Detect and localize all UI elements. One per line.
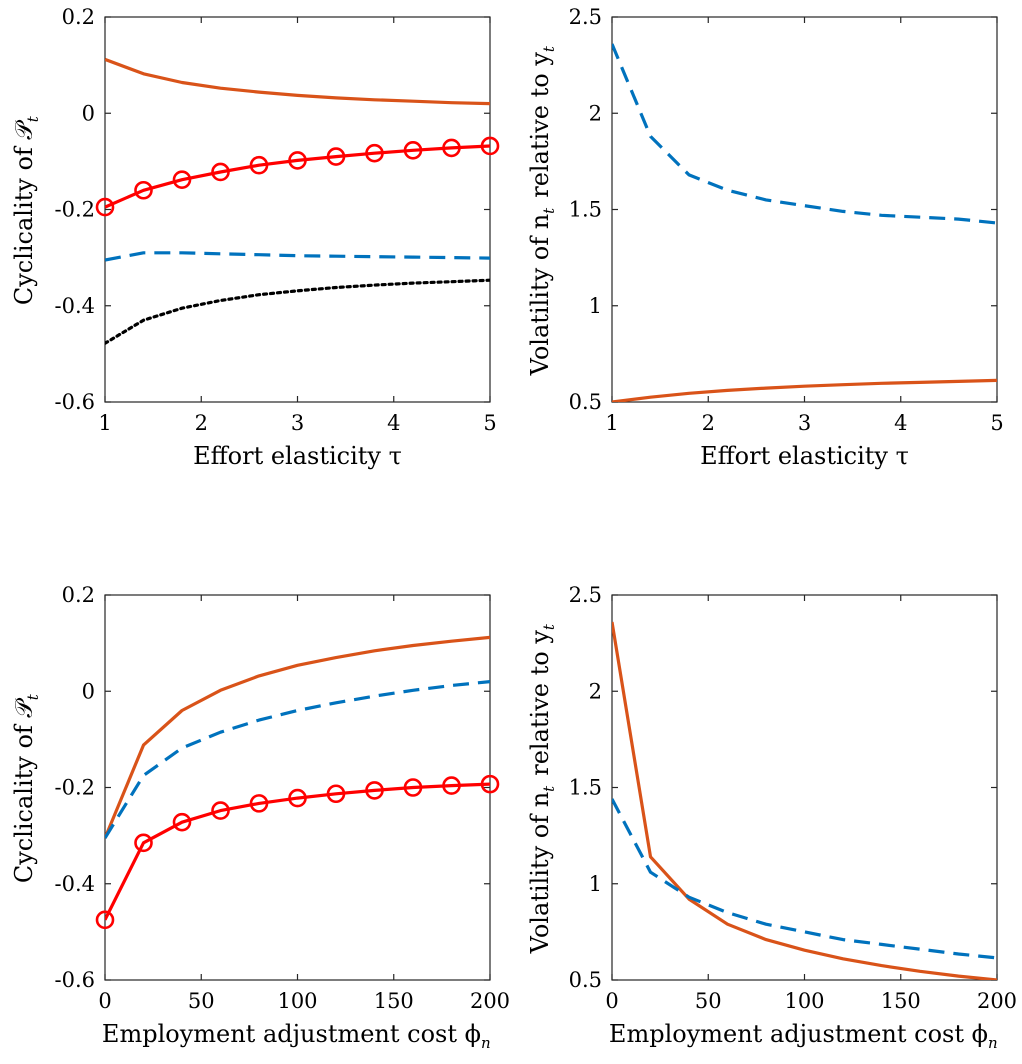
x-tick-label: 0	[605, 989, 618, 1013]
series-line-4	[105, 278, 490, 345]
x-tick-label: 4	[387, 411, 400, 435]
x-axis-label: Effort elasticity τ	[700, 442, 909, 470]
y-tick-label: -0.6	[55, 390, 96, 414]
series-3-point	[211, 801, 230, 820]
y-tick-label: 1.5	[569, 198, 602, 222]
series-3-point	[480, 774, 500, 794]
series-2-point	[134, 180, 153, 200]
series-2-point	[211, 162, 230, 182]
x-tick-label: 5	[483, 411, 496, 435]
y-tick-label: -0.4	[55, 294, 96, 318]
y-tick-label: 1	[589, 294, 602, 318]
series-2-point	[326, 147, 346, 166]
y-tick-label: 0	[82, 101, 95, 125]
y-tick-label: 2.5	[569, 583, 602, 607]
x-tick-label: 4	[894, 411, 907, 435]
x-tick-label: 0	[98, 989, 111, 1013]
chart-panel-1: 1 2 3 4 5 -0.6 -0.4 -0.2 0 0.2 Effort elasticity τ…	[10, 5, 500, 470]
y-tick-label: 2	[589, 101, 602, 125]
x-axis-label: Employment adjustment cost ϕn	[609, 1020, 1000, 1052]
x-tick-label: 2	[195, 411, 208, 435]
series-line-2	[612, 798, 997, 960]
series-line-2	[105, 144, 490, 209]
x-tick-label: 5	[990, 411, 1003, 435]
axes-box	[104, 16, 491, 403]
y-axis-label: Cyclicality of 𝒫t	[10, 114, 42, 305]
x-tick-label: 1	[98, 411, 111, 435]
series-2-point	[288, 151, 307, 170]
series-3-point	[326, 784, 346, 804]
y-tick-label: 0.2	[62, 583, 95, 607]
x-tick-label: 3	[798, 411, 811, 435]
y-axis-label: Volatility of nt relative to yt	[526, 622, 558, 955]
y-tick-label: 0.5	[569, 390, 602, 414]
series-2-point	[442, 138, 461, 158]
chart-panel-3: 0 50 100 150 200 -0.6 -0.4 -0.2 0 0.2 Employment a…	[10, 583, 510, 1052]
series-2-point	[172, 170, 192, 189]
x-tick-label: 100	[277, 989, 317, 1013]
axes-box	[611, 16, 998, 403]
y-axis-label: Volatility of nt relative to yt	[526, 44, 558, 377]
series-line-1	[105, 57, 490, 106]
series-line-1	[612, 621, 997, 980]
series-3-point	[288, 788, 307, 808]
series-3-point	[134, 833, 153, 853]
series-line-1	[612, 43, 997, 225]
y-tick-label: 2.5	[569, 5, 602, 29]
y-tick-label: 1.5	[569, 776, 602, 800]
x-tick-label: 100	[784, 989, 824, 1013]
series-line-2	[612, 378, 997, 402]
y-tick-label: 1	[589, 872, 602, 896]
series-3-point	[172, 812, 192, 832]
x-tick-label: 150	[374, 989, 414, 1013]
x-tick-label: 50	[695, 989, 722, 1013]
chart-panel-4: 0 50 100 150 200 0.5 1 1.5 2 2.5 Employment adjust…	[526, 583, 1017, 1052]
y-axis-label: Cyclicality of 𝒫t	[10, 692, 42, 883]
y-tick-label: -0.2	[55, 198, 96, 222]
y-tick-label: 2	[589, 679, 602, 703]
x-axis-label: Employment adjustment cost ϕn	[102, 1020, 493, 1052]
x-tick-label: 3	[291, 411, 304, 435]
series-3-point	[95, 910, 115, 930]
series-line-2	[105, 680, 490, 839]
y-tick-label: -0.4	[55, 872, 96, 896]
series-line-3	[105, 782, 490, 921]
series-3-point	[249, 794, 269, 813]
series-2-point	[95, 197, 115, 217]
x-tick-label: 200	[470, 989, 510, 1013]
x-tick-label: 150	[881, 989, 921, 1013]
x-axis-label: Effort elasticity τ	[193, 442, 402, 470]
series-line-1	[105, 635, 490, 839]
y-tick-label: 0	[82, 679, 95, 703]
y-tick-label: -0.2	[55, 776, 96, 800]
series-2-point	[249, 155, 269, 175]
axes-box	[611, 594, 998, 981]
x-tick-label: 2	[702, 411, 715, 435]
x-tick-label: 1	[605, 411, 618, 435]
series-2-point	[480, 136, 500, 156]
series-3-point	[403, 778, 423, 797]
series-2-point	[365, 143, 384, 163]
x-tick-label: 200	[977, 989, 1017, 1013]
series-3-point	[365, 781, 384, 800]
y-tick-label: 0.5	[569, 968, 602, 992]
series-line-3	[105, 251, 490, 262]
y-tick-label: -0.6	[55, 968, 96, 992]
series-3-point	[442, 776, 461, 795]
y-tick-label: 0.2	[62, 5, 95, 29]
series-2-point	[403, 141, 423, 160]
x-tick-label: 50	[188, 989, 215, 1013]
